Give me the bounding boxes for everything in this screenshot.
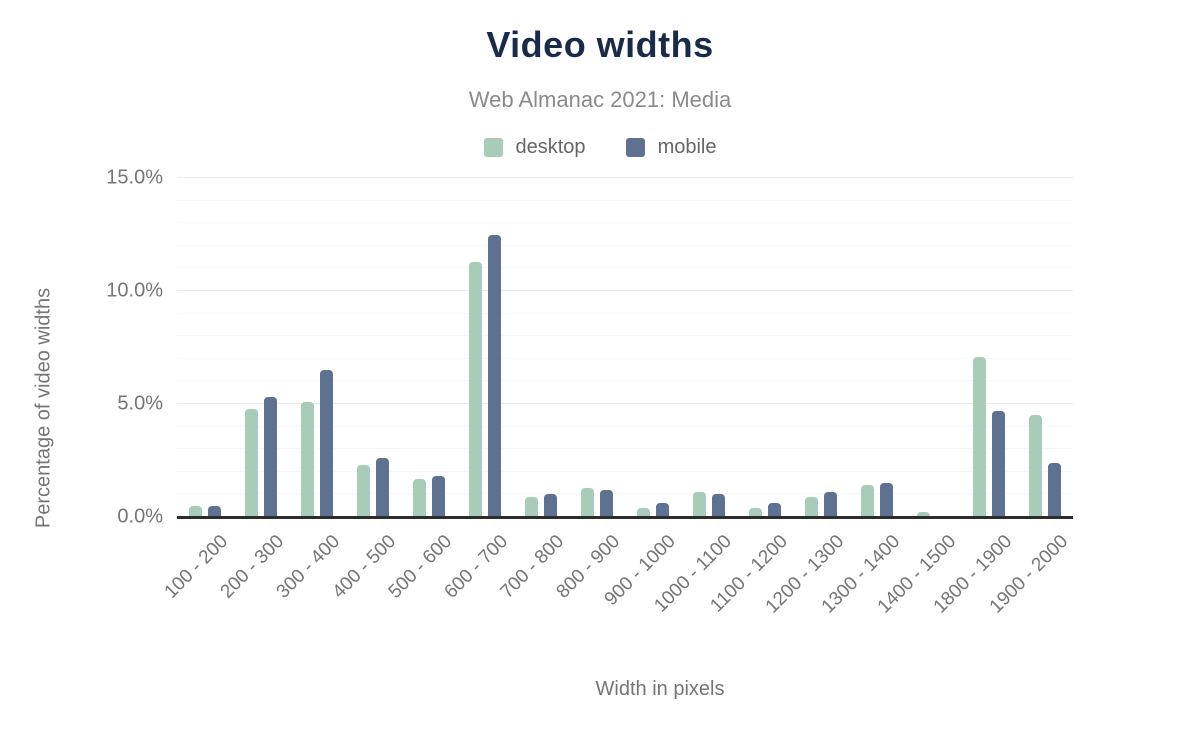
grid-line: [177, 357, 1073, 359]
bar-group: 600 - 700: [440, 178, 512, 603]
grid-line: [177, 199, 1073, 201]
bar-desktop: [245, 408, 258, 517]
bar-desktop: [861, 485, 874, 517]
bar-desktop: [581, 487, 594, 517]
y-tick-label: 15.0%: [106, 166, 163, 189]
legend-label: desktop: [515, 136, 586, 158]
bar-mobile: [880, 483, 893, 517]
grid-line: [177, 425, 1073, 427]
bar-mobile: [656, 503, 669, 517]
bar-desktop: [917, 512, 930, 517]
bar-mobile: [264, 397, 277, 517]
bar-desktop: [301, 401, 314, 517]
bar-desktop: [1029, 415, 1042, 517]
x-axis-title: Width in pixels: [595, 678, 725, 700]
y-axis: 0.0% 5.0% 10.0% 15.0%: [0, 167, 163, 528]
bar-group: 1100 - 1200: [706, 178, 792, 617]
bar-mobile: [824, 492, 837, 517]
grid-line: [177, 267, 1073, 269]
bar-desktop: [413, 478, 426, 517]
bar-group: 1000 - 1100: [650, 178, 736, 617]
grid-line: [177, 244, 1073, 246]
grid-line: [177, 177, 1073, 178]
bar-group: 1800 - 1900: [929, 178, 1016, 618]
legend-item-mobile: mobile: [625, 136, 717, 159]
bar-mobile: [432, 476, 445, 517]
y-tick-label: 0.0%: [117, 505, 163, 528]
bar-mobile: [544, 494, 557, 517]
grid-line: [177, 222, 1073, 224]
bar-group: 700 - 800: [496, 178, 568, 603]
bar-desktop: [805, 496, 818, 517]
y-tick-label: 10.0%: [106, 279, 163, 302]
bar-group: 1900 - 2000: [985, 178, 1072, 618]
plot-area: 100 - 200 200 - 300 300 - 400 400 - 500 500 …: [160, 177, 1073, 618]
bar-desktop: [469, 261, 482, 517]
x-axis-line: [177, 516, 1073, 519]
grid-line: [177, 470, 1073, 472]
bar-group: 1200 - 1300: [761, 178, 848, 618]
bar-desktop: [525, 496, 538, 517]
y-tick-label: 5.0%: [117, 392, 163, 415]
bar-desktop: [357, 465, 370, 517]
bar-mobile: [320, 370, 333, 517]
chart-subtitle: Web Almanac 2021: Media: [468, 87, 732, 112]
grid-line: [177, 448, 1073, 450]
bar-group: 100 - 200: [160, 178, 232, 603]
grid-line: [177, 335, 1073, 337]
bar-mobile: [208, 505, 221, 517]
bar-group: 300 - 400: [272, 178, 344, 603]
bar-group: 1400 - 1500: [873, 178, 960, 618]
bar-mobile: [600, 489, 613, 517]
grid-line: [177, 493, 1073, 495]
bar-desktop: [749, 507, 762, 517]
bar-desktop: [693, 492, 706, 517]
bar-mobile: [1048, 462, 1061, 517]
bars-container: 100 - 200 200 - 300 300 - 400 400 - 500 500 …: [160, 178, 1073, 618]
bar-group: 400 - 500: [328, 178, 400, 603]
grid-line: [177, 290, 1073, 291]
bar-group: 200 - 300: [216, 178, 288, 603]
bar-mobile: [488, 234, 501, 517]
chart-legend: desktop mobile: [0, 136, 1200, 159]
bar-group: 1300 - 1400: [817, 178, 904, 618]
legend-swatch-desktop: [483, 138, 503, 157]
legend-item-desktop: desktop: [483, 136, 586, 159]
chart-title: Video widths: [486, 24, 714, 65]
legend-label: mobile: [657, 136, 717, 158]
bar-mobile: [712, 494, 725, 517]
bar-desktop: [189, 505, 202, 517]
grid-line: [177, 380, 1073, 382]
bar-group: 900 - 1000: [601, 178, 680, 610]
bar-mobile: [376, 458, 389, 517]
grid-line: [177, 403, 1073, 404]
legend-swatch-mobile: [625, 138, 645, 157]
bar-mobile: [768, 503, 781, 517]
bar-desktop: [637, 507, 650, 517]
bar-mobile: [992, 410, 1005, 517]
bar-group: 500 - 600: [384, 178, 456, 603]
grid-line: [177, 312, 1073, 314]
bar-group: 800 - 900: [552, 178, 624, 603]
bar-desktop: [973, 356, 986, 517]
